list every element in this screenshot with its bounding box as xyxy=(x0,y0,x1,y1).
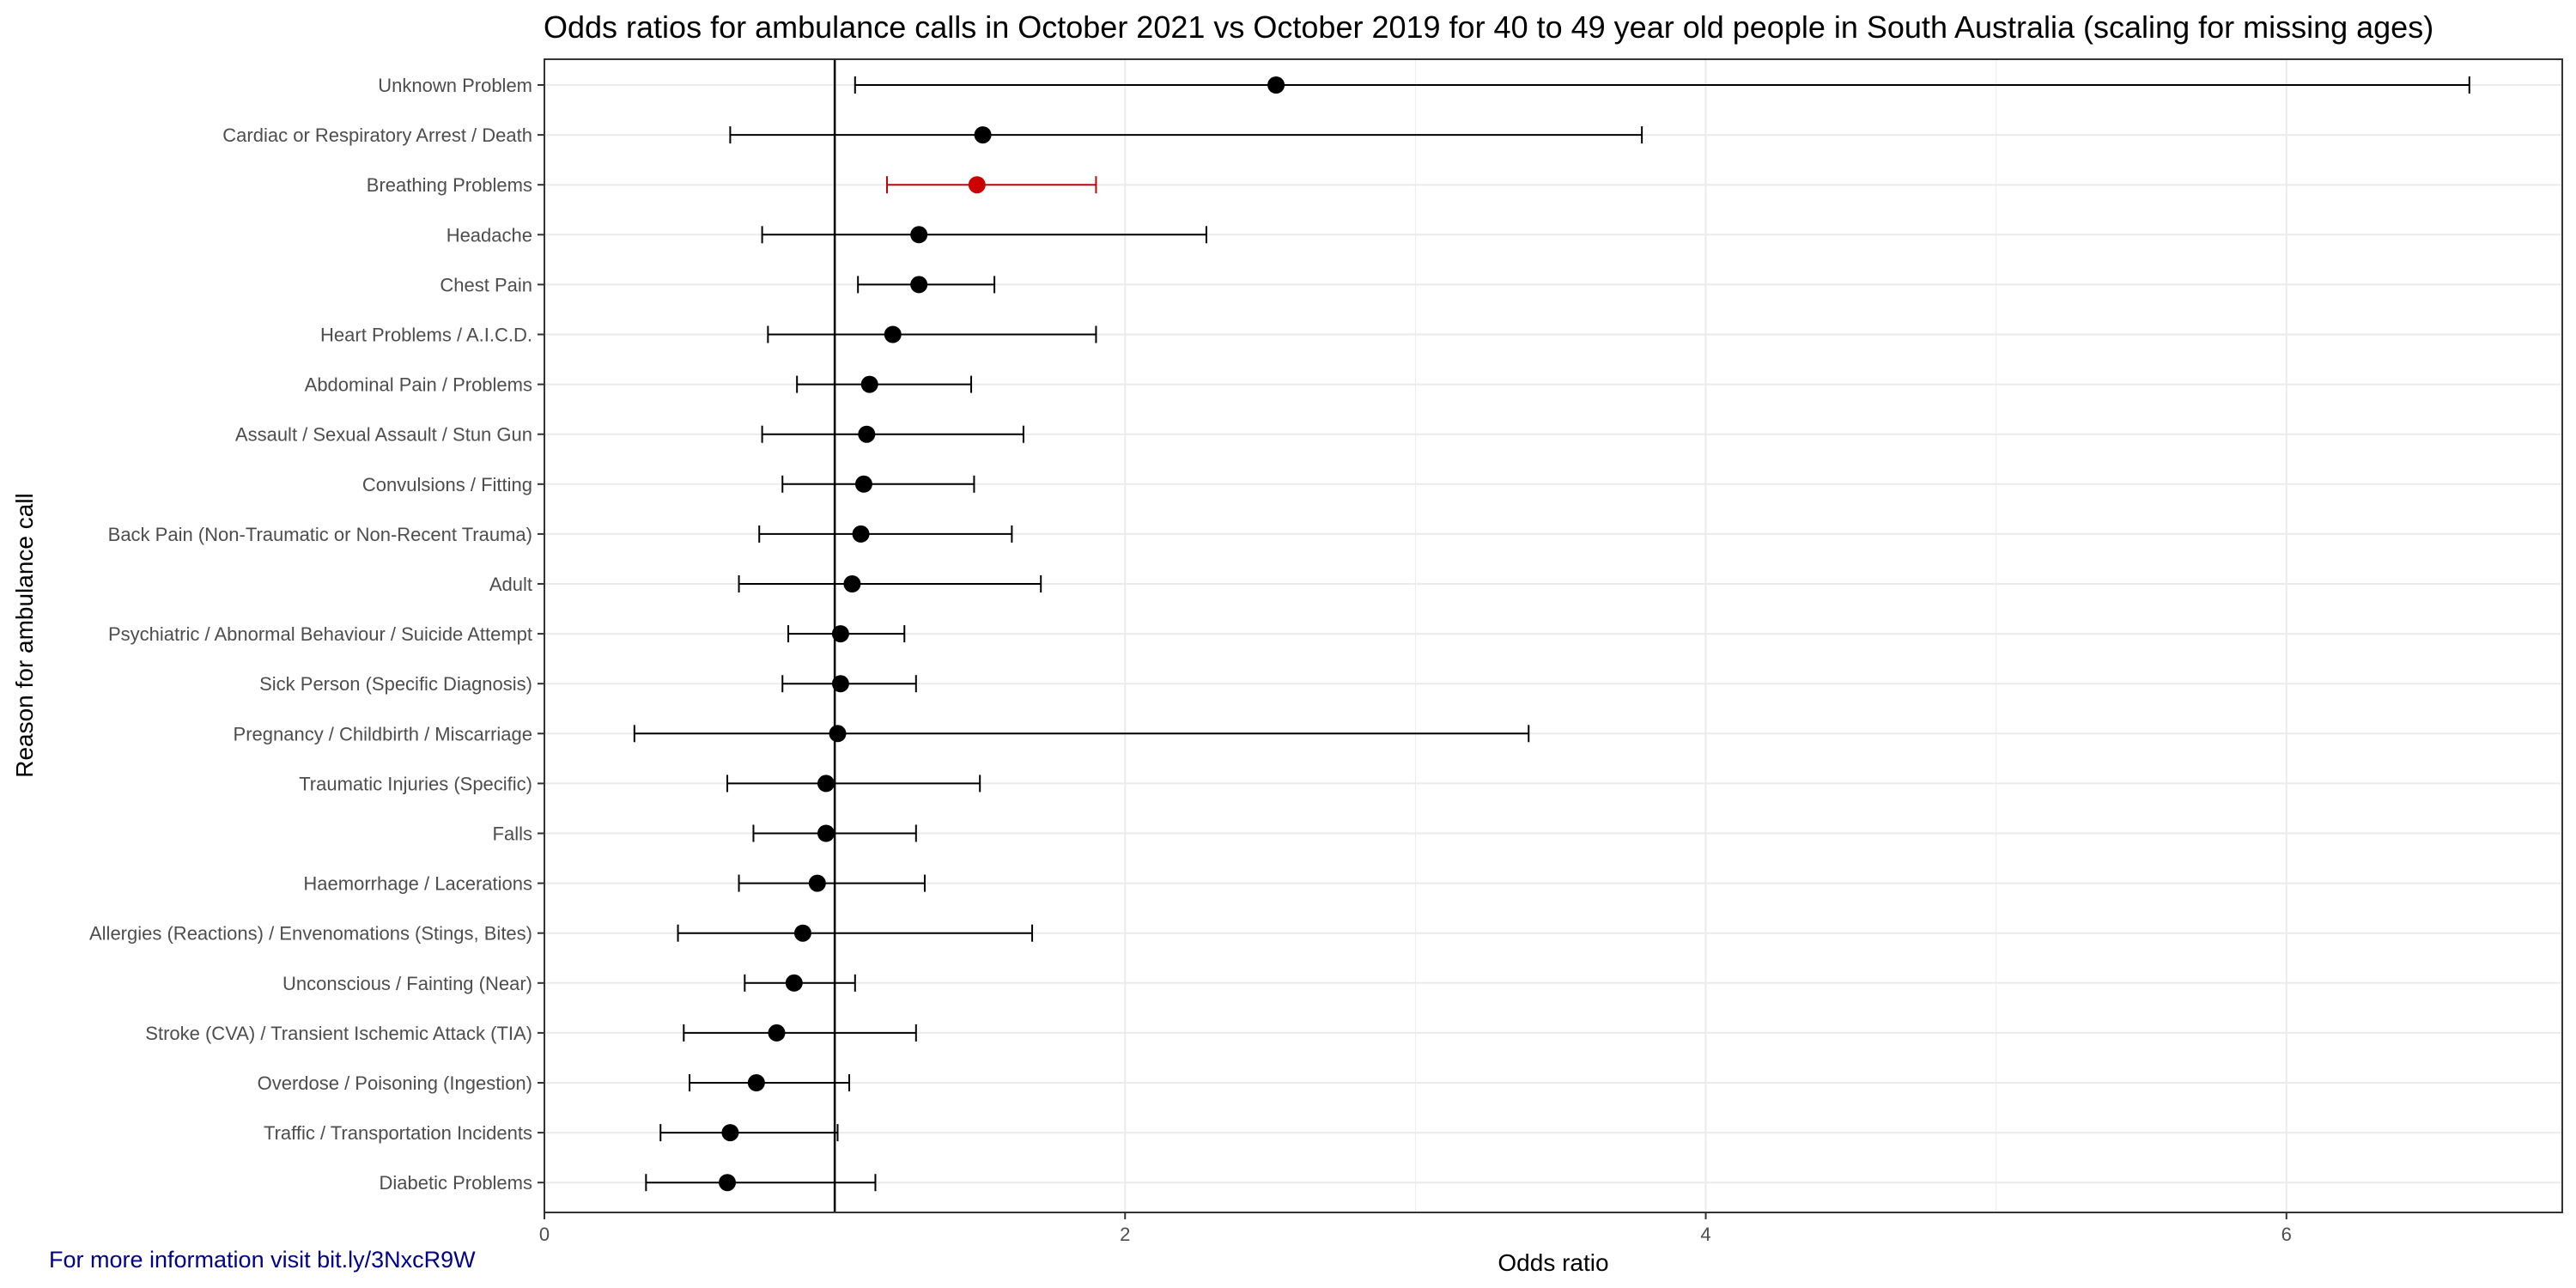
plot-border xyxy=(544,58,2563,1213)
y-tick-label: Back Pain (Non-Traumatic or Non-Recent T… xyxy=(108,524,532,545)
plot-panel xyxy=(544,58,2563,1213)
estimate-point xyxy=(843,575,861,592)
y-tick-label: Unknown Problem xyxy=(378,75,532,96)
x-tick-label: 6 xyxy=(2281,1224,2292,1245)
y-tick-label: Headache xyxy=(447,224,532,246)
estimate-point xyxy=(974,126,992,144)
y-tick-label: Traumatic Injuries (Specific) xyxy=(299,773,532,794)
estimate-point xyxy=(768,1024,786,1042)
estimate-point xyxy=(910,226,928,244)
estimate-point xyxy=(793,924,811,942)
y-tick-label: Cardiac or Respiratory Arrest / Death xyxy=(222,125,532,146)
estimate-point xyxy=(831,675,849,693)
chart-title: Odds ratios for ambulance calls in Octob… xyxy=(544,9,2433,45)
y-tick-label: Pregnancy / Childbirth / Miscarriage xyxy=(234,723,532,744)
x-axis-title: Odds ratio xyxy=(1498,1249,1608,1276)
y-axis-labels: Unknown Problem Cardiac or Respiratory Ar… xyxy=(89,75,544,1194)
y-tick-label: Adult xyxy=(489,574,532,595)
y-tick-label: Chest Pain xyxy=(440,274,532,295)
y-tick-label: Diabetic Problems xyxy=(379,1172,532,1194)
y-tick-label: Breathing Problems xyxy=(367,174,532,196)
y-tick-label: Sick Person (Specific Diagnosis) xyxy=(259,673,532,695)
y-tick-label: Unconscious / Fainting (Near) xyxy=(283,973,532,994)
estimate-point xyxy=(829,725,847,743)
estimate-point xyxy=(884,325,902,343)
estimate-point xyxy=(785,974,803,992)
y-tick-label: Overdose / Poisoning (Ingestion) xyxy=(258,1072,532,1094)
y-tick-label: Haemorrhage / Lacerations xyxy=(303,873,532,895)
estimate-point xyxy=(831,625,849,643)
x-tick-label: 2 xyxy=(1120,1224,1130,1245)
estimate-point xyxy=(817,824,835,842)
x-axis-ticks: 0 2 4 6 xyxy=(539,1212,2292,1245)
estimate-point xyxy=(719,1174,737,1192)
estimate-point xyxy=(721,1124,739,1142)
x-tick-label: 4 xyxy=(1700,1224,1710,1245)
estimate-point xyxy=(808,874,826,892)
estimate-point xyxy=(1267,76,1285,94)
y-tick-label: Convulsions / Fitting xyxy=(362,474,532,495)
y-tick-label: Falls xyxy=(493,823,532,845)
data-marks xyxy=(633,76,2470,1192)
y-tick-label: Traffic / Transportation Incidents xyxy=(264,1122,532,1144)
estimate-point xyxy=(854,475,872,493)
estimate-point xyxy=(858,425,876,443)
estimate-point xyxy=(860,375,878,393)
y-tick-label: Allergies (Reactions) / Envenomations (S… xyxy=(89,923,532,945)
y-tick-label: Abdominal Pain / Problems xyxy=(305,374,532,396)
plot-background xyxy=(544,59,2562,1212)
x-tick-label: 0 xyxy=(539,1224,550,1245)
estimate-point xyxy=(968,176,986,194)
y-tick-label: Heart Problems / A.I.C.D. xyxy=(320,325,532,346)
estimate-point xyxy=(817,775,835,793)
y-axis-title: Reason for ambulance call xyxy=(11,493,38,778)
estimate-point xyxy=(747,1074,765,1091)
footer-link[interactable]: For more information visit bit.ly/3NxcR9… xyxy=(49,1247,476,1273)
y-tick-label: Assault / Sexual Assault / Stun Gun xyxy=(235,424,532,446)
y-tick-label: Psychiatric / Abnormal Behaviour / Suici… xyxy=(108,623,532,645)
estimate-point xyxy=(910,276,928,294)
estimate-point xyxy=(852,525,870,543)
y-tick-label: Stroke (CVA) / Transient Ischemic Attack… xyxy=(145,1023,532,1044)
